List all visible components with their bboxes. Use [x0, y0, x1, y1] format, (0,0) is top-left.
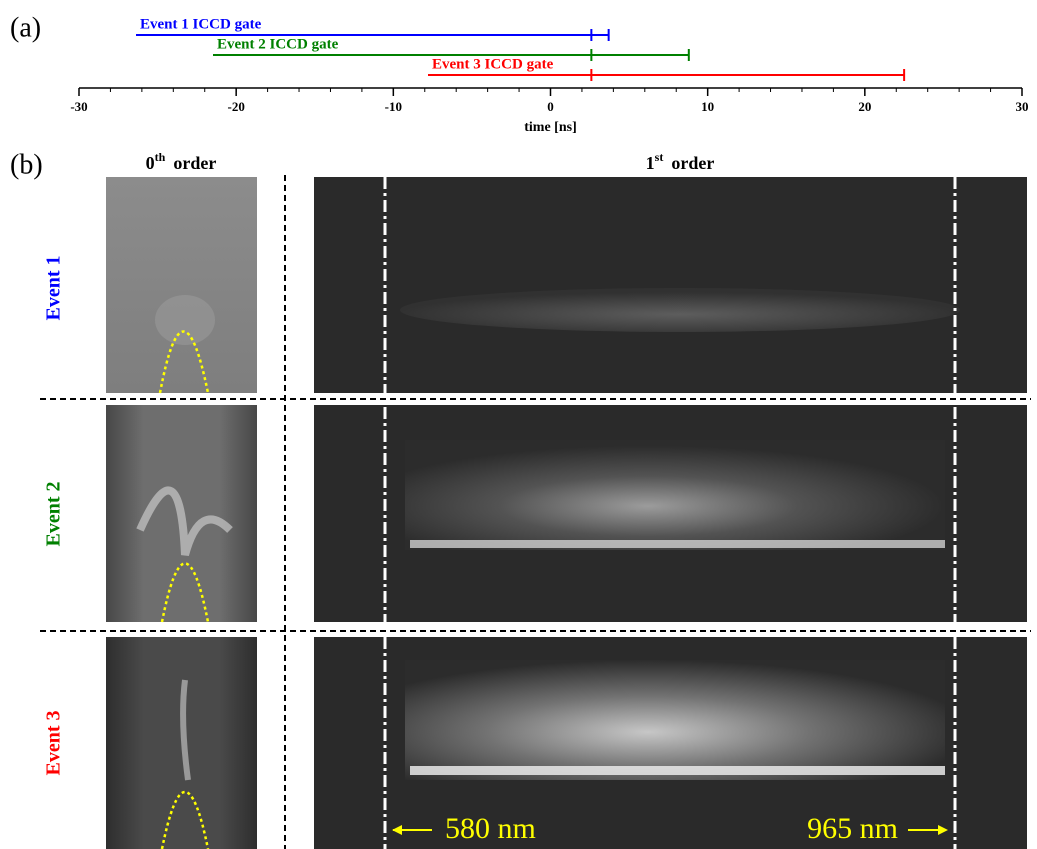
- row-label: Event 3: [43, 711, 65, 776]
- arrow-head: [392, 825, 402, 835]
- title-base: 0: [146, 153, 155, 173]
- row-label: Event 2: [43, 482, 65, 547]
- wavelength-label: 965 nm: [807, 812, 898, 845]
- row-labels: Event 1 Event 2 Event 3: [43, 256, 65, 776]
- title-text: order: [671, 153, 714, 173]
- column-title: 0th order: [146, 150, 217, 173]
- legend-label: Event 2 ICCD gate: [217, 36, 339, 52]
- x-tick-label: 30: [1016, 99, 1029, 114]
- spectrum-edge: [410, 766, 945, 775]
- image-first: [314, 177, 1027, 393]
- legend-label: Event 3 ICCD gate: [432, 56, 554, 72]
- timeline: (a) -30 -20 -10 0 10 20 30 time [ns] Event 1 ICCD…: [10, 12, 1029, 135]
- title-sup: st: [655, 150, 664, 164]
- x-tick-label: 0: [547, 99, 554, 114]
- spectrum: [405, 440, 945, 550]
- title-text: order: [173, 153, 216, 173]
- panel-label: (b): [10, 149, 43, 180]
- wavelength-label: 580 nm: [445, 812, 536, 845]
- panel-label: (a): [10, 12, 41, 43]
- image-zeroth: [106, 177, 257, 393]
- x-axis-label: time [ns]: [524, 120, 577, 135]
- x-tick-label: -20: [227, 99, 244, 114]
- nozzle-outline: [158, 330, 210, 394]
- arrow-head: [938, 825, 948, 835]
- spectrum-edge: [410, 540, 945, 548]
- title-sup: th: [155, 150, 166, 164]
- glow: [155, 295, 215, 345]
- spectrum: [405, 660, 945, 780]
- nozzle-outline: [160, 562, 210, 623]
- title-base: 1: [646, 153, 655, 173]
- x-tick-label: -10: [385, 99, 402, 114]
- x-tick-label: 10: [701, 99, 714, 114]
- legend-label: Event 1 ICCD gate: [140, 16, 262, 32]
- x-tick-label: 20: [858, 99, 871, 114]
- row-label: Event 1: [43, 256, 65, 321]
- column-title: 1st order: [646, 150, 715, 173]
- glow: [136, 486, 233, 557]
- x-tick-label: -30: [70, 99, 87, 114]
- nozzle-outline: [160, 790, 210, 849]
- glow: [180, 679, 191, 781]
- spectrum: [400, 288, 960, 332]
